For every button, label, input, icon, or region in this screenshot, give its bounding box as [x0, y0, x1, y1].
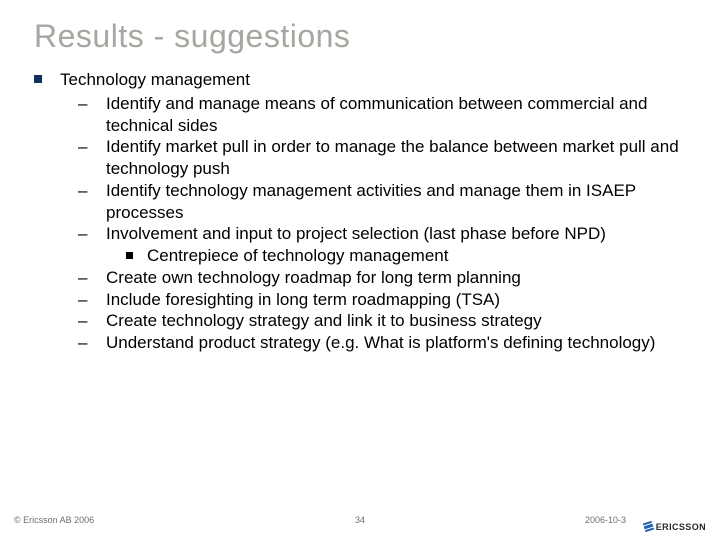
page-number: 34 — [355, 515, 365, 525]
dash-bullet-icon: – — [78, 136, 90, 158]
dash-bullet-icon: – — [78, 289, 90, 311]
bullet-level2: –Involvement and input to project select… — [78, 223, 686, 245]
bullet-level2-text: Identify technology management activitie… — [106, 180, 686, 224]
square-bullet-icon — [34, 75, 42, 83]
sub-bullet-list: –Identify and manage means of communicat… — [34, 93, 686, 354]
bullet-level2-text: Create own technology roadmap for long t… — [106, 267, 686, 289]
bullet-level2-text: Include foresighting in long term roadma… — [106, 289, 686, 311]
slide-footer: © Ericsson AB 2006 34 2006-10-3 — [0, 510, 720, 530]
ericsson-logo-text: ERICSSON — [656, 522, 706, 532]
dash-bullet-icon: – — [78, 180, 90, 202]
bullet-level2-text: Understand product strategy (e.g. What i… — [106, 332, 686, 354]
bullet-level2: –Create own technology roadmap for long … — [78, 267, 686, 289]
bullet-level2-text: Create technology strategy and link it t… — [106, 310, 686, 332]
bullet-level2: –Understand product strategy (e.g. What … — [78, 332, 686, 354]
ericsson-bars-icon — [643, 521, 654, 532]
copyright-text: © Ericsson AB 2006 — [14, 515, 94, 525]
bullet-level2: –Identify technology management activiti… — [78, 180, 686, 224]
bullet-level3: Centrepiece of technology management — [126, 245, 686, 267]
slide-content: Technology management –Identify and mana… — [34, 69, 686, 354]
bullet-level2: –Identify market pull in order to manage… — [78, 136, 686, 180]
dash-bullet-icon: – — [78, 93, 90, 115]
dash-bullet-icon: – — [78, 223, 90, 245]
sub-sub-bullet-list: Centrepiece of technology management — [78, 245, 686, 267]
slide: Results - suggestions Technology managem… — [0, 0, 720, 540]
bullet-level2-text: Involvement and input to project selecti… — [106, 223, 686, 245]
square-bullet-small-icon — [126, 252, 133, 259]
bullet-level2: –Create technology strategy and link it … — [78, 310, 686, 332]
bullet-level2-text: Identify and manage means of communicati… — [106, 93, 686, 137]
ericsson-logo: ERICSSON — [644, 522, 706, 532]
dash-bullet-icon: – — [78, 332, 90, 354]
bullet-level2: –Include foresighting in long term roadm… — [78, 289, 686, 311]
bullet-level3-text: Centrepiece of technology management — [147, 245, 686, 267]
footer-date: 2006-10-3 — [585, 515, 626, 525]
slide-title: Results - suggestions — [34, 18, 686, 55]
bullet-level2: –Identify and manage means of communicat… — [78, 93, 686, 137]
bullet-level2-text: Identify market pull in order to manage … — [106, 136, 686, 180]
dash-bullet-icon: – — [78, 310, 90, 332]
dash-bullet-icon: – — [78, 267, 90, 289]
bullet-level1-text: Technology management — [60, 69, 686, 91]
bullet-level1: Technology management — [34, 69, 686, 91]
